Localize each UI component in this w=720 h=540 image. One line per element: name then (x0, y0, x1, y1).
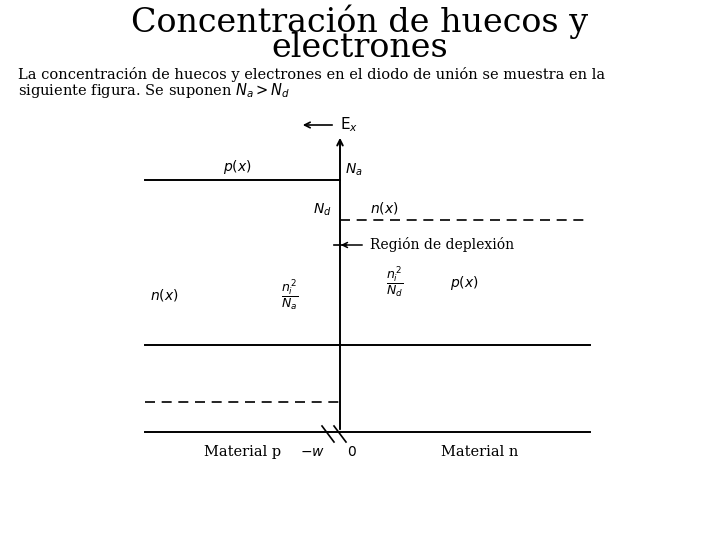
Text: $\mathrm{E}_x$: $\mathrm{E}_x$ (340, 116, 358, 134)
Text: Material n: Material n (441, 445, 518, 459)
Text: $\dfrac{n_i^{\,2}}{N_a}$: $\dfrac{n_i^{\,2}}{N_a}$ (281, 278, 299, 313)
Text: $\dfrac{n_i^{\,2}}{N_d}$: $\dfrac{n_i^{\,2}}{N_d}$ (386, 265, 404, 300)
Text: Concentración de huecos y: Concentración de huecos y (132, 5, 588, 39)
Text: $p(x)$: $p(x)$ (223, 158, 252, 176)
Text: $n(x)$: $n(x)$ (370, 200, 399, 216)
Text: siguiente figura. Se suponen $N_a>N_d$: siguiente figura. Se suponen $N_a>N_d$ (18, 82, 290, 100)
Text: Material p: Material p (204, 445, 281, 459)
Text: $0$: $0$ (347, 445, 357, 459)
Text: electrones: electrones (271, 32, 449, 64)
Text: La concentración de huecos y electrones en el diodo de unión se muestra en la: La concentración de huecos y electrones … (18, 68, 605, 83)
Text: $N_a$: $N_a$ (345, 161, 363, 178)
Text: $N_d$: $N_d$ (313, 201, 332, 218)
Text: $p(x)$: $p(x)$ (450, 273, 479, 292)
Text: $n(x)$: $n(x)$ (150, 287, 179, 303)
Text: Región de deplexión: Región de deplexión (370, 237, 514, 252)
Text: $-w$: $-w$ (300, 445, 325, 459)
